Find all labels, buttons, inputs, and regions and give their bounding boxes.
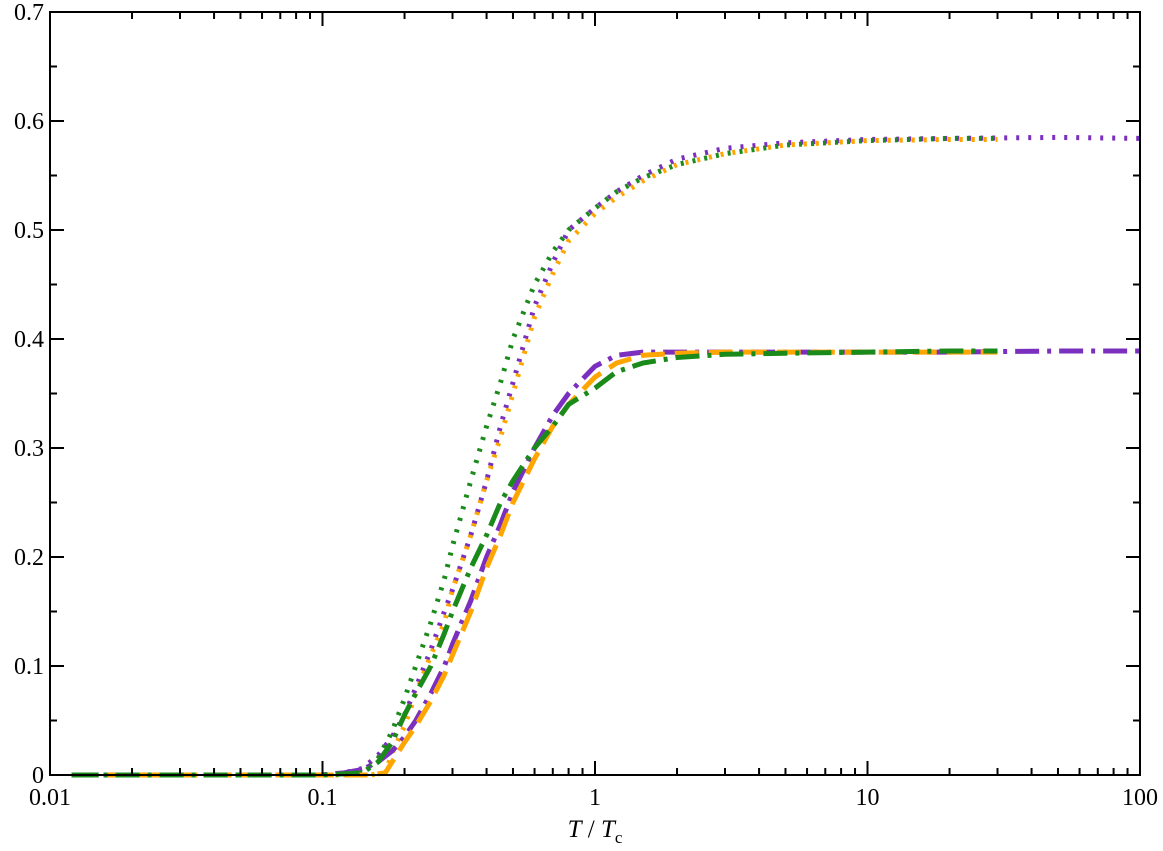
- label-layer: 0.01 0.1 1 10 100 0 0.1 0.2 0.3 0.4 0.5 0.6 0.7: [14, 0, 1158, 811]
- series-line-4: [71, 348, 1140, 778]
- x-tick-label: 100: [1122, 785, 1158, 811]
- y-tick-label: 0.1: [14, 654, 44, 680]
- y-tick-label: 0.7: [14, 0, 44, 26]
- series-line-3: [71, 135, 998, 778]
- y-tick-label: 0.2: [14, 545, 44, 571]
- y-tick-label: 0.3: [14, 436, 44, 462]
- x-tick-label: 0.1: [308, 785, 338, 811]
- x-axis-label-sep: /: [582, 816, 601, 843]
- series-line-5: [71, 349, 998, 778]
- x-tick-label: 10: [856, 785, 880, 811]
- x-tick-label: 1: [589, 785, 601, 811]
- y-tick-label: 0.6: [14, 109, 44, 135]
- x-axis-label-var: T: [568, 816, 584, 843]
- series-line-6: [71, 348, 998, 778]
- x-tick-label: 0.01: [29, 785, 71, 811]
- x-axis-label-sub: c: [615, 828, 623, 847]
- y-tick-label: 0.5: [14, 218, 44, 244]
- y-tick-label: 0: [32, 763, 44, 789]
- tick-layer: [49, 11, 1141, 776]
- y-tick-label: 0.4: [14, 327, 44, 353]
- series-layer: [71, 134, 1141, 778]
- x-axis-label: T / Tc: [568, 816, 623, 847]
- x-axis-label-var2: T: [601, 816, 617, 843]
